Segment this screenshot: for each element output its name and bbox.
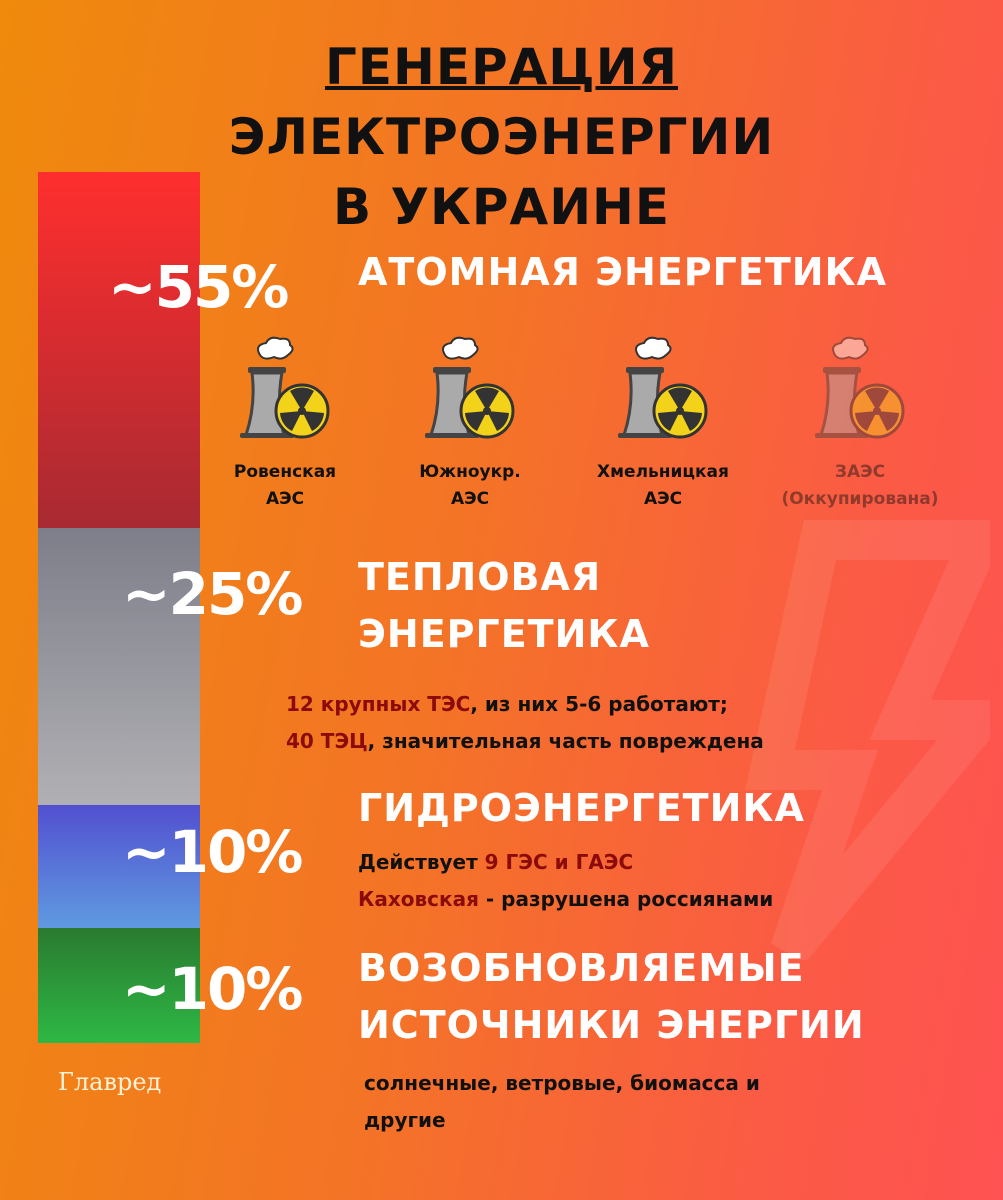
plant-name: ЗАЭС (834, 462, 886, 482)
renewable-title: ВОЗОБНОВЛЯЕМЫЕ ИСТОЧНИКИ ЭНЕРГИИ (358, 940, 865, 1054)
hydro-text-1: Действует (358, 850, 485, 874)
renewable-percent: ~10% (122, 955, 303, 1023)
hydro-title: ГИДРОЭНЕРГЕТИКА (358, 786, 805, 830)
plant-type: АЭС (643, 489, 683, 509)
plant-name: Южноукр. (419, 462, 521, 482)
title-line-1: ГЕНЕРАЦИЯ (324, 38, 679, 96)
nuclear-plant-icon (240, 336, 330, 439)
nuclear-plant: ЗАЭС (Оккупирована) (760, 335, 960, 513)
kakhovka-label: Каховская (358, 887, 479, 911)
tes-count: 12 крупных ТЭС (286, 692, 471, 716)
bar-segment-hydro (38, 805, 200, 928)
nuclear-plant-icon (425, 336, 515, 439)
nuclear-plant-icon (815, 336, 905, 439)
nuclear-plant: Ровенская АЭС (185, 335, 385, 513)
thermal-percent: ~25% (122, 560, 303, 628)
hydro-percent: ~10% (122, 818, 303, 886)
tec-count: 40 ТЭЦ (286, 729, 368, 753)
bar-segment-renewable (38, 928, 200, 1043)
plant-type: АЭС (450, 489, 490, 509)
lightning-watermark-icon (745, 520, 990, 960)
tec-text: , значительная часть повреждена (367, 729, 764, 753)
thermal-title-1: ТЕПЛОВАЯ (358, 555, 602, 599)
renewable-text-1: солнечные, ветровые, биомасса и (364, 1071, 760, 1095)
glavred-logo: Главред (58, 1068, 162, 1096)
bar-segment-nuclear (38, 172, 200, 528)
nuclear-title: АТОМНАЯ ЭНЕРГЕТИКА (358, 250, 888, 294)
page-title: ГЕНЕРАЦИЯ ЭЛЕКТРОЭНЕРГИИ В УКРАИНЕ (0, 32, 1003, 242)
nuclear-plant: Южноукр. АЭС (370, 335, 570, 513)
nuclear-plant-icon (618, 336, 708, 439)
plant-name: Ровенская (233, 462, 337, 482)
plant-name: Хмельницкая (597, 462, 729, 482)
tes-text: , из них 5-6 работают; (470, 692, 728, 716)
hydro-description: Действует 9 ГЭС и ГАЭС Каховская - разру… (358, 844, 773, 918)
thermal-title: ТЕПЛОВАЯ ЭНЕРГЕТИКА (358, 549, 650, 663)
nuclear-percent: ~55% (108, 253, 289, 321)
nuclear-plant: Хмельницкая АЭС (563, 335, 763, 513)
thermal-title-2: ЭНЕРГЕТИКА (358, 612, 650, 656)
title-line-3: В УКРАИНЕ (332, 178, 671, 236)
renewable-title-1: ВОЗОБНОВЛЯЕМЫЕ (358, 946, 805, 990)
plant-type: (Оккупирована) (781, 489, 939, 509)
renewable-description: солнечные, ветровые, биомасса и другие (364, 1065, 760, 1139)
bar-segment-thermal (38, 528, 200, 805)
renewable-title-2: ИСТОЧНИКИ ЭНЕРГИИ (358, 1003, 865, 1047)
kakhovka-text: - разрушена россиянами (478, 887, 774, 911)
plant-type: АЭС (265, 489, 305, 509)
title-line-2: ЭЛЕКТРОЭНЕРГИИ (228, 108, 775, 166)
thermal-description: 12 крупных ТЭС, из них 5-6 работают; 40 … (286, 686, 764, 760)
renewable-text-2: другие (364, 1108, 446, 1132)
hydro-count: 9 ГЭС и ГАЭС (484, 850, 634, 874)
